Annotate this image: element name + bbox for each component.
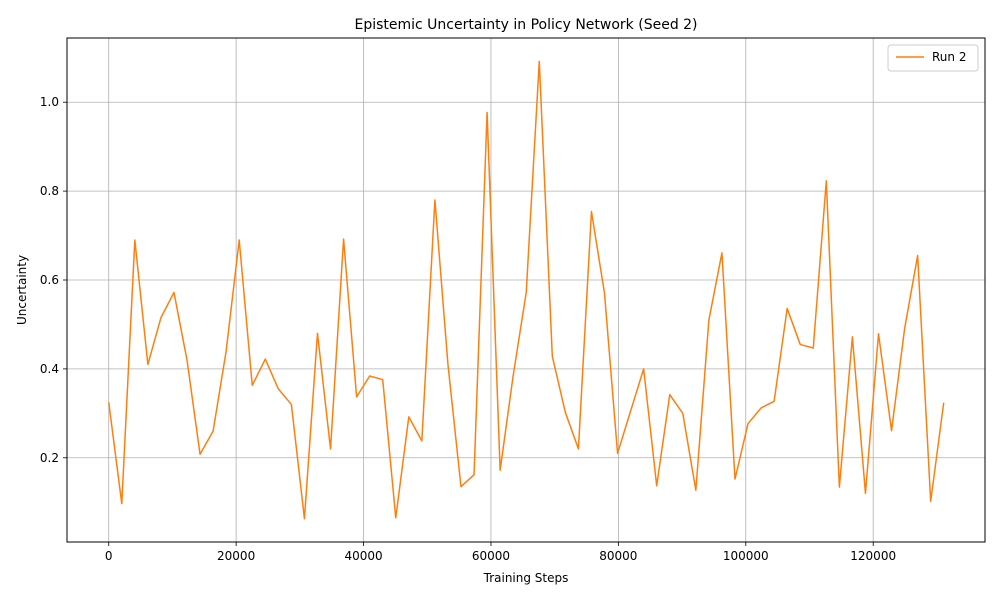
x-tick-label: 100000 [723, 549, 769, 563]
grid-lines [67, 38, 985, 542]
x-axis-label: Training Steps [483, 571, 569, 585]
y-tick-label: 0.2 [40, 451, 59, 465]
y-tick-label: 0.4 [40, 362, 59, 376]
y-tick-label: 1.0 [40, 95, 59, 109]
y-tick-label: 0.8 [40, 184, 59, 198]
x-tick-label: 40000 [344, 549, 382, 563]
x-tick-label: 0 [105, 549, 113, 563]
y-tick-label: 0.6 [40, 273, 59, 287]
series-line-run-2 [107, 60, 945, 520]
plot-frame [66, 37, 986, 543]
x-axis: 0 20000 40000 60000 80000 100000 120000 [105, 542, 896, 563]
y-axis-label: Uncertainty [15, 255, 29, 325]
series-layer [107, 60, 945, 520]
legend: Run 2 [887, 44, 979, 72]
legend-box [887, 44, 979, 72]
x-tick-label: 80000 [599, 549, 637, 563]
y-axis: 0.2 0.4 0.6 0.8 1.0 [40, 95, 67, 465]
x-tick-label: 120000 [850, 549, 896, 563]
chart-title: Epistemic Uncertainty in Policy Network … [354, 17, 697, 33]
x-tick-label: 20000 [217, 549, 255, 563]
legend-label-run-2: Run 2 [932, 50, 966, 64]
x-tick-label: 60000 [472, 549, 510, 563]
